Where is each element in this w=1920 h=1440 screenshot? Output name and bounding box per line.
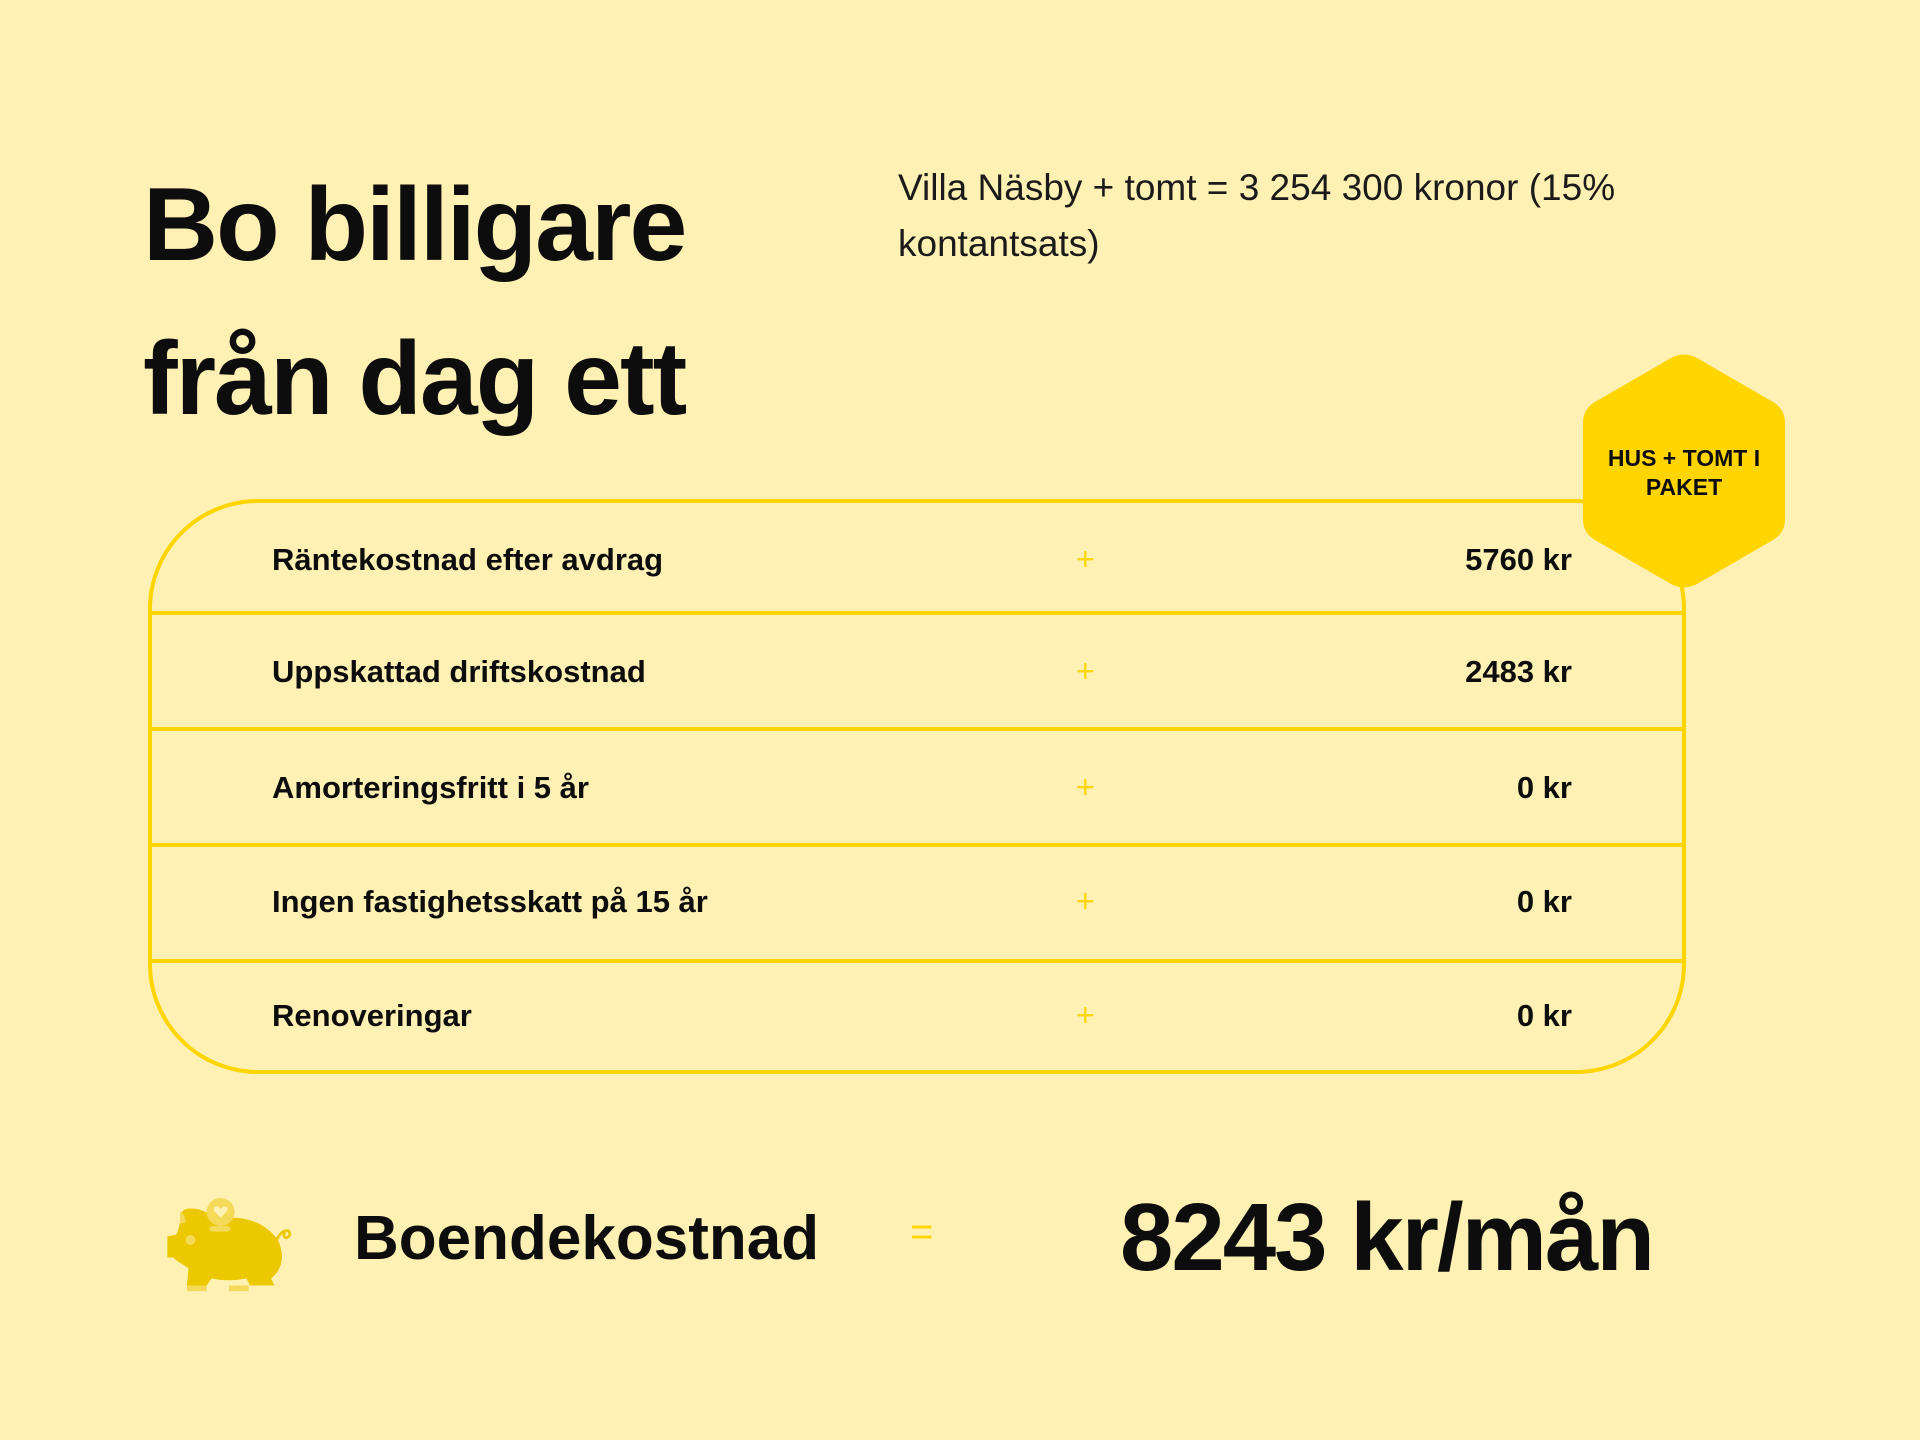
row-value: 0 kr xyxy=(1516,883,1572,919)
row-label: Amorteringsfritt i 5 år xyxy=(272,769,589,805)
total-label: Boendekostnad xyxy=(354,1204,820,1273)
divider xyxy=(152,611,1682,615)
badge-text: HUS + TOMT I PAKET xyxy=(1607,445,1761,500)
row-label: Renoveringar xyxy=(272,997,472,1033)
row-value: 2483 kr xyxy=(1465,653,1572,689)
divider xyxy=(152,959,1682,963)
subtitle: Villa Näsby + tomt = 3 254 300 kronor (1… xyxy=(898,167,1616,264)
row-label: Räntekostnad efter avdrag xyxy=(272,541,664,577)
table-row: Uppskattad driftskostnad + 2483 kr xyxy=(152,615,1682,728)
package-badge: HUS + TOMT I PAKET xyxy=(1583,354,1785,588)
divider xyxy=(152,727,1682,731)
plus-sign: + xyxy=(1076,540,1095,577)
plus-sign: + xyxy=(1076,768,1095,805)
hexagon-shape xyxy=(1583,354,1785,588)
page-title: Bo billigare från dag ett xyxy=(143,148,687,456)
piggy-bank-icon xyxy=(152,1175,292,1305)
table-row: Räntekostnad efter avdrag + 5760 kr xyxy=(152,503,1682,616)
table-row: Amorteringsfritt i 5 år + 0 kr xyxy=(152,731,1682,844)
title-line-1: Bo billigare xyxy=(143,167,687,283)
title-line-2: från dag ett xyxy=(143,321,687,437)
cost-table: Räntekostnad efter avdrag + 5760 kr Upps… xyxy=(148,499,1686,1074)
row-label: Ingen fastighetsskatt på 15 år xyxy=(272,883,708,919)
plus-sign: + xyxy=(1076,652,1095,689)
total-value: 8243 kr/mån xyxy=(1120,1184,1655,1291)
row-label: Uppskattad driftskostnad xyxy=(272,653,646,689)
row-value: 0 kr xyxy=(1516,997,1572,1033)
plus-sign: + xyxy=(1076,882,1095,919)
row-value: 0 kr xyxy=(1516,769,1572,805)
equals-sign: = xyxy=(910,1210,934,1254)
table-row: Ingen fastighetsskatt på 15 år + 0 kr xyxy=(152,845,1682,958)
plus-sign: + xyxy=(1076,996,1095,1033)
table-row: Renoveringar + 0 kr xyxy=(152,959,1682,1072)
row-value: 5760 kr xyxy=(1465,541,1572,577)
divider xyxy=(152,843,1682,847)
